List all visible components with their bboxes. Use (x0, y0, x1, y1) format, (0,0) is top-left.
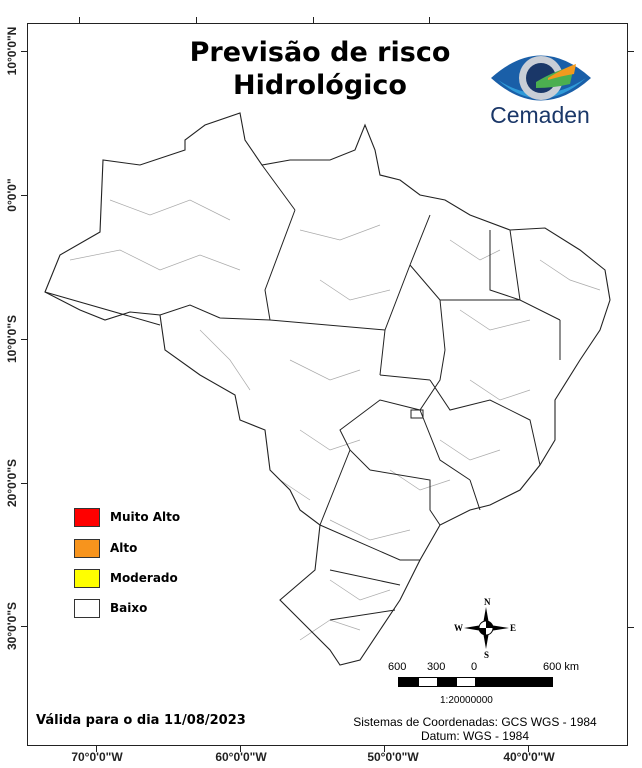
legend-item-baixo: Baixo (74, 598, 147, 618)
scale-ratio: 1:20000000 (440, 695, 493, 706)
tick (384, 746, 385, 752)
legend-label: Muito Alto (110, 510, 181, 524)
tick (429, 17, 430, 23)
map-frame (27, 23, 628, 746)
tick (21, 626, 27, 627)
title-line-2: Hidrológico (233, 70, 407, 101)
lon-label: 60°0'0"W (215, 750, 267, 764)
legend-item-alto: Alto (74, 538, 137, 558)
legend-label: Alto (110, 541, 138, 555)
tick (21, 483, 27, 484)
tick (528, 746, 529, 752)
legend-swatch (74, 538, 100, 558)
tick (628, 51, 634, 52)
lon-label: 40°0'0"W (503, 750, 555, 764)
scale-label: 0 (471, 661, 478, 673)
lon-label: 70°0'0"W (71, 750, 123, 764)
map-title: Previsão de risco Hidrológico (140, 36, 500, 102)
state-borders (44, 164, 561, 621)
lon-label: 50°0'0"W (367, 750, 419, 764)
title-line-1: Previsão de risco (189, 37, 451, 68)
valid-date: Válida para o dia 11/08/2023 (36, 713, 246, 728)
legend-label: Baixo (110, 601, 148, 615)
datum-text: Datum: WGS - 1984 (420, 729, 530, 743)
legend-item-muito-alto: Muito Alto (74, 507, 180, 527)
legend-swatch (74, 507, 100, 527)
compass-w: W (454, 623, 463, 633)
scale-label: 600 km (543, 661, 580, 673)
compass-n: N (484, 597, 491, 607)
scale-label: 300 (427, 661, 446, 673)
tick (21, 339, 27, 340)
cemaden-logo (491, 55, 591, 101)
scale-bar (398, 677, 553, 687)
tick (21, 195, 27, 196)
scale-label: 600 (388, 661, 407, 673)
logo-text: Cemaden (490, 102, 590, 128)
tick (21, 51, 27, 52)
tick (313, 17, 314, 23)
tick (96, 746, 97, 752)
tick (628, 627, 634, 628)
municipal-borders (69, 199, 601, 641)
legend-label: Moderado (110, 571, 178, 585)
coordinate-system: Sistemas de Coordenadas: GCS WGS - 1984 … (350, 715, 600, 743)
brazil-outline (44, 112, 611, 666)
compass-s: S (484, 650, 489, 660)
tick (196, 17, 197, 23)
legend-swatch (74, 568, 100, 588)
compass-e: E (510, 623, 516, 633)
north-arrow-icon: N S E W (454, 597, 516, 660)
coord-system-text: Sistemas de Coordenadas: GCS WGS - 1984 (353, 715, 597, 729)
legend-swatch (74, 598, 100, 618)
tick (79, 17, 80, 23)
tick (240, 746, 241, 752)
legend-item-moderado: Moderado (74, 568, 178, 588)
